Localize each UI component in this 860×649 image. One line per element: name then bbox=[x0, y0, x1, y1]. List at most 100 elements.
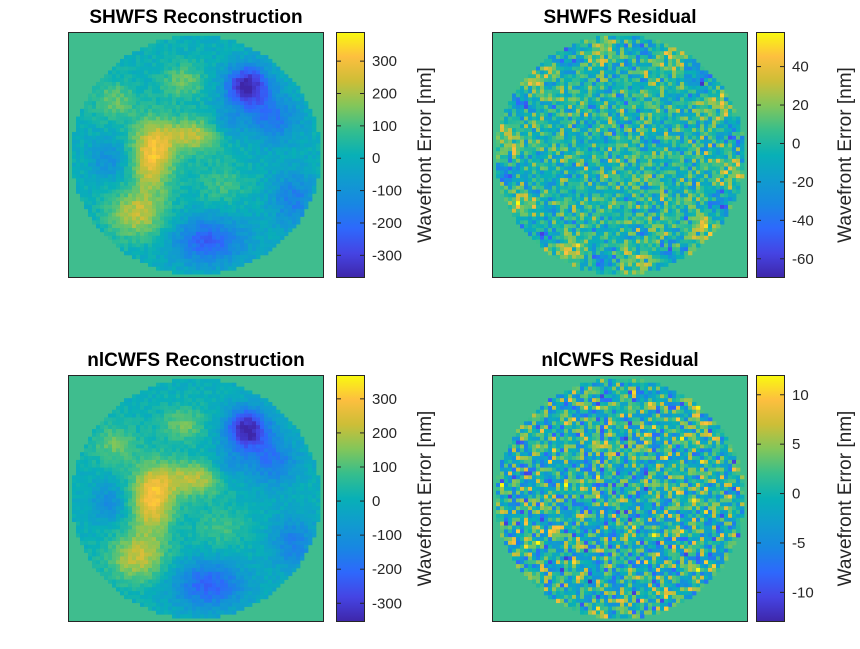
heatmap-cell bbox=[292, 220, 297, 225]
heatmap-cell bbox=[664, 43, 669, 48]
heatmap-cell bbox=[604, 170, 609, 175]
heatmap-cell bbox=[288, 208, 293, 213]
heatmap-cell bbox=[548, 135, 553, 140]
heatmap-cell bbox=[616, 74, 621, 79]
heatmap-cell bbox=[300, 93, 305, 98]
heatmap-cell bbox=[532, 108, 537, 114]
heatmap-cell bbox=[696, 162, 701, 167]
heatmap-cell bbox=[236, 155, 241, 160]
heatmap-cell bbox=[232, 239, 237, 244]
heatmap-cell bbox=[132, 254, 137, 260]
heatmap-cell bbox=[680, 62, 685, 67]
heatmap-cell bbox=[676, 151, 681, 156]
heatmap-cell bbox=[188, 208, 193, 213]
heatmap-cell bbox=[224, 247, 229, 252]
heatmap-cell bbox=[144, 166, 149, 171]
heatmap-cell bbox=[176, 124, 181, 129]
heatmap-cell bbox=[540, 108, 545, 114]
heatmap-cell bbox=[196, 216, 201, 221]
heatmap-cell bbox=[576, 178, 581, 183]
heatmap-cell bbox=[164, 147, 169, 152]
heatmap-cell bbox=[192, 174, 197, 179]
heatmap-cell bbox=[508, 131, 513, 137]
heatmap-cell bbox=[112, 120, 117, 125]
heatmap-cell bbox=[660, 147, 665, 152]
heatmap-cell bbox=[192, 108, 197, 114]
heatmap-cell bbox=[628, 105, 633, 110]
heatmap-cell bbox=[144, 235, 149, 240]
heatmap-cell bbox=[296, 89, 301, 94]
heatmap-cell bbox=[192, 262, 197, 267]
heatmap-cell bbox=[88, 105, 93, 110]
heatmap-cell bbox=[688, 116, 693, 121]
heatmap-cell bbox=[160, 70, 165, 75]
heatmap-cell bbox=[504, 128, 509, 133]
heatmap-cell bbox=[664, 116, 669, 121]
heatmap-cell bbox=[728, 116, 733, 121]
heatmap-cell bbox=[268, 128, 273, 133]
heatmap-cell bbox=[624, 78, 629, 83]
heatmap-cell bbox=[116, 116, 121, 121]
heatmap-cell bbox=[556, 162, 561, 167]
heatmap-cell bbox=[628, 47, 633, 52]
heatmap-cell bbox=[168, 147, 173, 152]
heatmap-cell bbox=[552, 170, 557, 175]
heatmap-cell bbox=[592, 62, 597, 67]
heatmap-cell bbox=[668, 143, 673, 148]
heatmap-cell bbox=[640, 131, 645, 137]
heatmap-cell bbox=[204, 143, 209, 148]
heatmap-cell bbox=[188, 66, 193, 71]
heatmap-cell bbox=[560, 78, 565, 83]
heatmap-cell bbox=[160, 204, 165, 210]
heatmap-cell bbox=[544, 139, 549, 144]
heatmap-cell bbox=[140, 254, 145, 260]
heatmap-cell bbox=[228, 243, 233, 248]
heatmap-cell bbox=[288, 185, 293, 190]
heatmap-cell bbox=[128, 239, 133, 244]
heatmap-cell bbox=[548, 124, 553, 129]
heatmap-cell bbox=[180, 220, 185, 225]
heatmap-cell bbox=[132, 231, 137, 237]
heatmap-cell bbox=[668, 47, 673, 52]
heatmap-cell bbox=[256, 124, 261, 129]
heatmap-cell bbox=[664, 147, 669, 152]
heatmap-cell bbox=[604, 39, 609, 44]
heatmap-cell bbox=[132, 174, 137, 179]
heatmap-cell bbox=[196, 170, 201, 175]
heatmap-cell bbox=[676, 97, 681, 102]
heatmap-cell bbox=[96, 181, 101, 187]
heatmap-cell bbox=[188, 212, 193, 217]
heatmap-cell bbox=[116, 189, 121, 194]
heatmap-cell bbox=[228, 155, 233, 160]
heatmap-cell bbox=[220, 89, 225, 94]
heatmap-cell bbox=[128, 135, 133, 140]
heatmap-cell bbox=[264, 197, 269, 202]
heatmap-cell bbox=[300, 162, 305, 167]
heatmap-cell bbox=[124, 108, 129, 114]
heatmap-cell bbox=[152, 58, 157, 64]
heatmap-cell bbox=[276, 178, 281, 183]
heatmap-cell bbox=[84, 201, 89, 206]
heatmap-cell bbox=[584, 120, 589, 125]
heatmap-cell bbox=[620, 93, 625, 98]
heatmap-cell bbox=[212, 101, 217, 106]
heatmap-cell bbox=[536, 174, 541, 179]
heatmap-cell bbox=[536, 147, 541, 152]
heatmap-cell bbox=[248, 220, 253, 225]
heatmap-cell bbox=[128, 147, 133, 152]
heatmap-cell bbox=[600, 178, 605, 183]
heatmap-cell bbox=[184, 89, 189, 94]
heatmap-cell bbox=[720, 158, 725, 164]
heatmap-cell bbox=[268, 78, 273, 83]
heatmap-cell bbox=[228, 258, 233, 263]
heatmap-cell bbox=[272, 70, 277, 75]
heatmap-cell bbox=[652, 78, 657, 83]
heatmap-cell bbox=[232, 228, 237, 233]
heatmap-cell bbox=[732, 174, 737, 179]
heatmap-cell bbox=[512, 155, 517, 160]
heatmap-cell bbox=[660, 58, 665, 64]
heatmap-cell bbox=[148, 254, 153, 260]
heatmap-cell bbox=[96, 158, 101, 164]
heatmap-cell bbox=[228, 97, 233, 102]
heatmap-cell bbox=[508, 147, 513, 152]
